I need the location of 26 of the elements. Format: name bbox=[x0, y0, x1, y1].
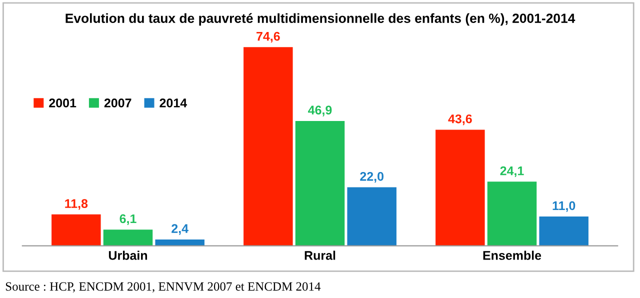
bar bbox=[103, 230, 153, 246]
bar bbox=[155, 239, 204, 246]
legend-label: 2014 bbox=[160, 98, 187, 108]
data-label: 43,6 bbox=[448, 114, 472, 126]
legend-label: 2001 bbox=[49, 98, 76, 108]
chart-title: Evolution du taux de pauvreté multidimensionnelle des enfants (en %), 2001-2014 bbox=[66, 13, 576, 26]
bar bbox=[436, 130, 485, 246]
data-label: 46,9 bbox=[308, 106, 332, 116]
bar bbox=[487, 182, 537, 246]
data-label: 6,1 bbox=[120, 214, 136, 225]
data-label: 24,1 bbox=[500, 166, 524, 178]
bar bbox=[295, 120, 345, 246]
x-tick-label: Rural bbox=[304, 250, 336, 260]
data-label: 2,4 bbox=[172, 224, 188, 235]
data-label: 11,0 bbox=[552, 201, 576, 212]
data-label: 74,6 bbox=[256, 32, 280, 43]
data-label: 22,0 bbox=[360, 172, 384, 183]
x-tick-label: Ensemble bbox=[483, 250, 542, 260]
x-tick-label: Urbain bbox=[108, 250, 148, 260]
data-label: 11,8 bbox=[65, 199, 88, 210]
bar bbox=[52, 214, 101, 246]
bar bbox=[244, 47, 293, 246]
legend-label: 2007 bbox=[104, 98, 132, 108]
bar bbox=[539, 216, 588, 246]
source-note: Source : HCP, ENCDM 2001, ENNVM 2007 et ENCDM 2014 bbox=[6, 282, 321, 292]
bar bbox=[347, 187, 396, 246]
